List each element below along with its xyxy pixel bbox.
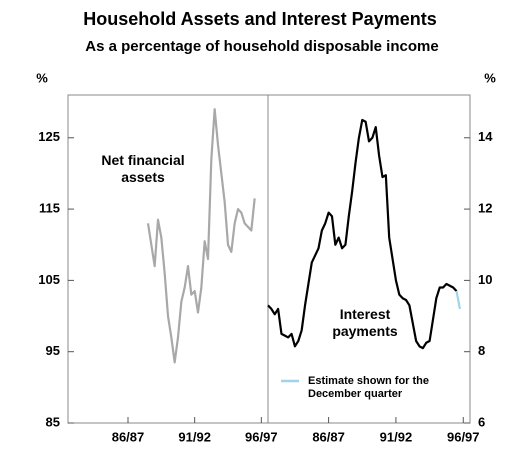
series-line xyxy=(146,108,256,364)
y-tick-label: 8 xyxy=(478,343,485,358)
y-tick-label: 10 xyxy=(478,272,492,287)
x-tick-label: 96/97 xyxy=(245,429,278,444)
chart-title: Household Assets and Interest Payments xyxy=(83,9,436,29)
y-axis-label: % xyxy=(36,70,48,85)
y-tick-label: 14 xyxy=(478,129,493,144)
y-tick-label: 12 xyxy=(478,201,492,216)
series-line xyxy=(267,118,458,350)
series-line xyxy=(455,290,461,310)
x-tick-label: 96/97 xyxy=(447,429,480,444)
plot-frame xyxy=(67,94,471,424)
y-axis-label: % xyxy=(484,70,496,85)
legend-label: Estimate shown for the December quarter xyxy=(308,375,430,400)
series-label: Net financial assets xyxy=(101,152,185,185)
y-tick-label: 115 xyxy=(39,201,60,216)
chart-subtitle: As a percentage of household disposable … xyxy=(85,38,438,55)
x-tick-label: 91/92 xyxy=(380,429,413,444)
x-tick-label: 86/87 xyxy=(312,429,345,444)
x-tick-label: 86/87 xyxy=(112,429,145,444)
series-label: Interest payments xyxy=(332,306,398,339)
x-tick-label: 91/92 xyxy=(178,429,211,444)
y-tick-label: 125 xyxy=(38,129,60,144)
y-tick-label: 95 xyxy=(46,343,60,358)
y-tick-label: 85 xyxy=(46,414,60,429)
y-tick-label: 6 xyxy=(478,414,485,429)
y-tick-label: 105 xyxy=(38,272,60,287)
